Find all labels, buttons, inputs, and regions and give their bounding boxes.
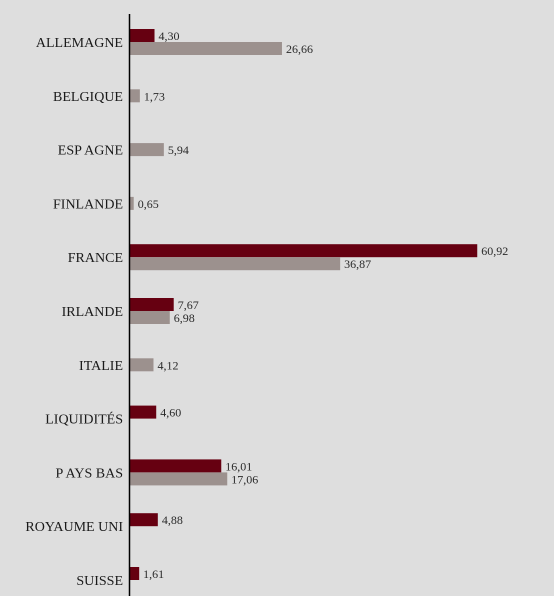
bars-group xyxy=(130,29,478,580)
data-label: 36,87 xyxy=(344,257,371,271)
bar-series-1 xyxy=(130,567,140,580)
category-label: ITALIE xyxy=(79,359,123,374)
data-label: 0,65 xyxy=(138,197,159,211)
category-label: IRLANDE xyxy=(62,305,123,320)
category-label: BELGIQUE xyxy=(53,90,123,105)
bar-series-1 xyxy=(130,244,478,258)
data-label: 16,01 xyxy=(225,459,252,473)
bar-series-1 xyxy=(130,513,158,527)
data-label: 60,92 xyxy=(481,244,508,258)
category-label: SUISSE xyxy=(76,574,123,589)
data-label: 17,06 xyxy=(231,472,258,486)
data-label: 26,66 xyxy=(286,42,313,56)
bar-series-2 xyxy=(130,358,154,372)
bar-series-1 xyxy=(130,459,222,473)
category-label: P AYS BAS xyxy=(56,466,123,481)
data-label: 4,60 xyxy=(160,406,181,420)
category-label: ROYAUME UNI xyxy=(25,520,123,535)
bar-series-2 xyxy=(130,257,341,271)
bar-series-2 xyxy=(130,472,228,486)
data-label: 1,73 xyxy=(144,89,165,103)
bar-series-1 xyxy=(130,405,157,419)
category-label: FINLANDE xyxy=(53,197,123,212)
bar-series-2 xyxy=(130,196,134,210)
category-label: ALLEMAGNE xyxy=(36,36,123,51)
category-label: LIQUIDITÉS xyxy=(45,411,123,428)
data-label: 6,98 xyxy=(174,311,195,325)
data-label: 4,12 xyxy=(157,358,178,372)
data-label: 7,67 xyxy=(178,298,199,312)
data-label: 5,94 xyxy=(168,143,189,157)
bar-series-2 xyxy=(130,143,164,157)
data-label: 4,30 xyxy=(159,29,180,43)
bar-series-1 xyxy=(130,29,155,42)
bar-series-1 xyxy=(130,298,174,311)
bar-series-2 xyxy=(130,42,282,55)
bar-series-2 xyxy=(130,311,170,324)
labels-group: ALLEMAGNE 4,30 26,66 BELGIQUE 1,73 ESP AGNE 5,… xyxy=(25,29,508,589)
category-label: FRANCE xyxy=(68,251,123,266)
data-label: 1,61 xyxy=(143,567,164,581)
bar-series-2 xyxy=(130,89,140,103)
data-label: 4,88 xyxy=(162,513,183,527)
category-label: ESP AGNE xyxy=(58,144,123,159)
